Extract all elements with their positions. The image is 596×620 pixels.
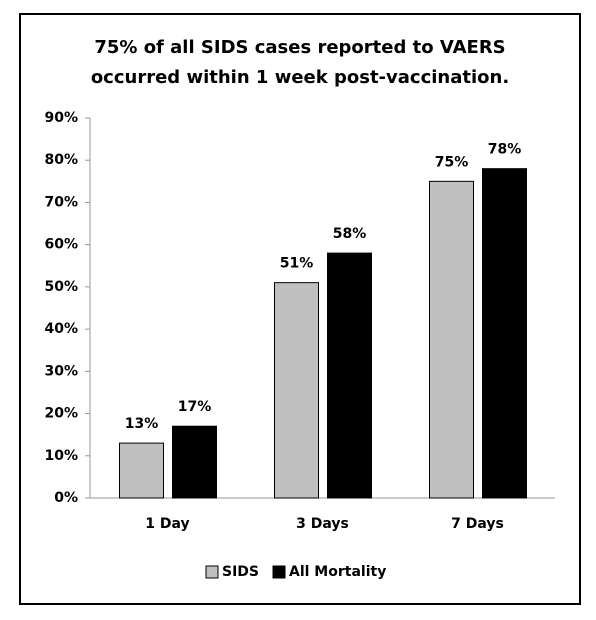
legend-label: All Mortality	[289, 564, 386, 580]
value-label: 17%	[178, 399, 212, 415]
legend-label: SIDS	[222, 564, 259, 580]
y-tick-label: 50%	[44, 279, 78, 295]
y-tick-label: 60%	[44, 237, 78, 253]
legend-swatch	[272, 565, 286, 579]
x-tick-label: 3 Days	[296, 516, 349, 532]
bar	[327, 252, 372, 499]
y-tick-label: 10%	[44, 448, 78, 464]
chart-title: occurred within 1 week post-vaccination.	[91, 67, 509, 88]
value-label: 78%	[488, 142, 522, 158]
bar	[482, 168, 527, 499]
x-tick-label: 1 Day	[145, 516, 189, 532]
value-label: 58%	[333, 226, 367, 242]
y-tick-label: 90%	[44, 110, 78, 126]
y-tick-label: 70%	[44, 194, 78, 210]
y-tick-label: 0%	[54, 490, 78, 506]
y-tick-label: 30%	[44, 363, 78, 379]
value-label: 51%	[280, 256, 314, 272]
bar	[172, 425, 217, 499]
chart-title: 75% of all SIDS cases reported to VAERS	[94, 37, 505, 58]
bar	[119, 442, 164, 499]
y-tick-label: 40%	[44, 321, 78, 337]
y-tick-label: 20%	[44, 406, 78, 422]
value-label: 13%	[125, 416, 159, 432]
bar	[429, 180, 474, 499]
x-tick-label: 7 Days	[451, 516, 504, 532]
value-label: 75%	[435, 154, 469, 170]
legend-swatch	[205, 565, 219, 579]
bar	[274, 282, 319, 499]
y-tick-label: 80%	[44, 152, 78, 168]
